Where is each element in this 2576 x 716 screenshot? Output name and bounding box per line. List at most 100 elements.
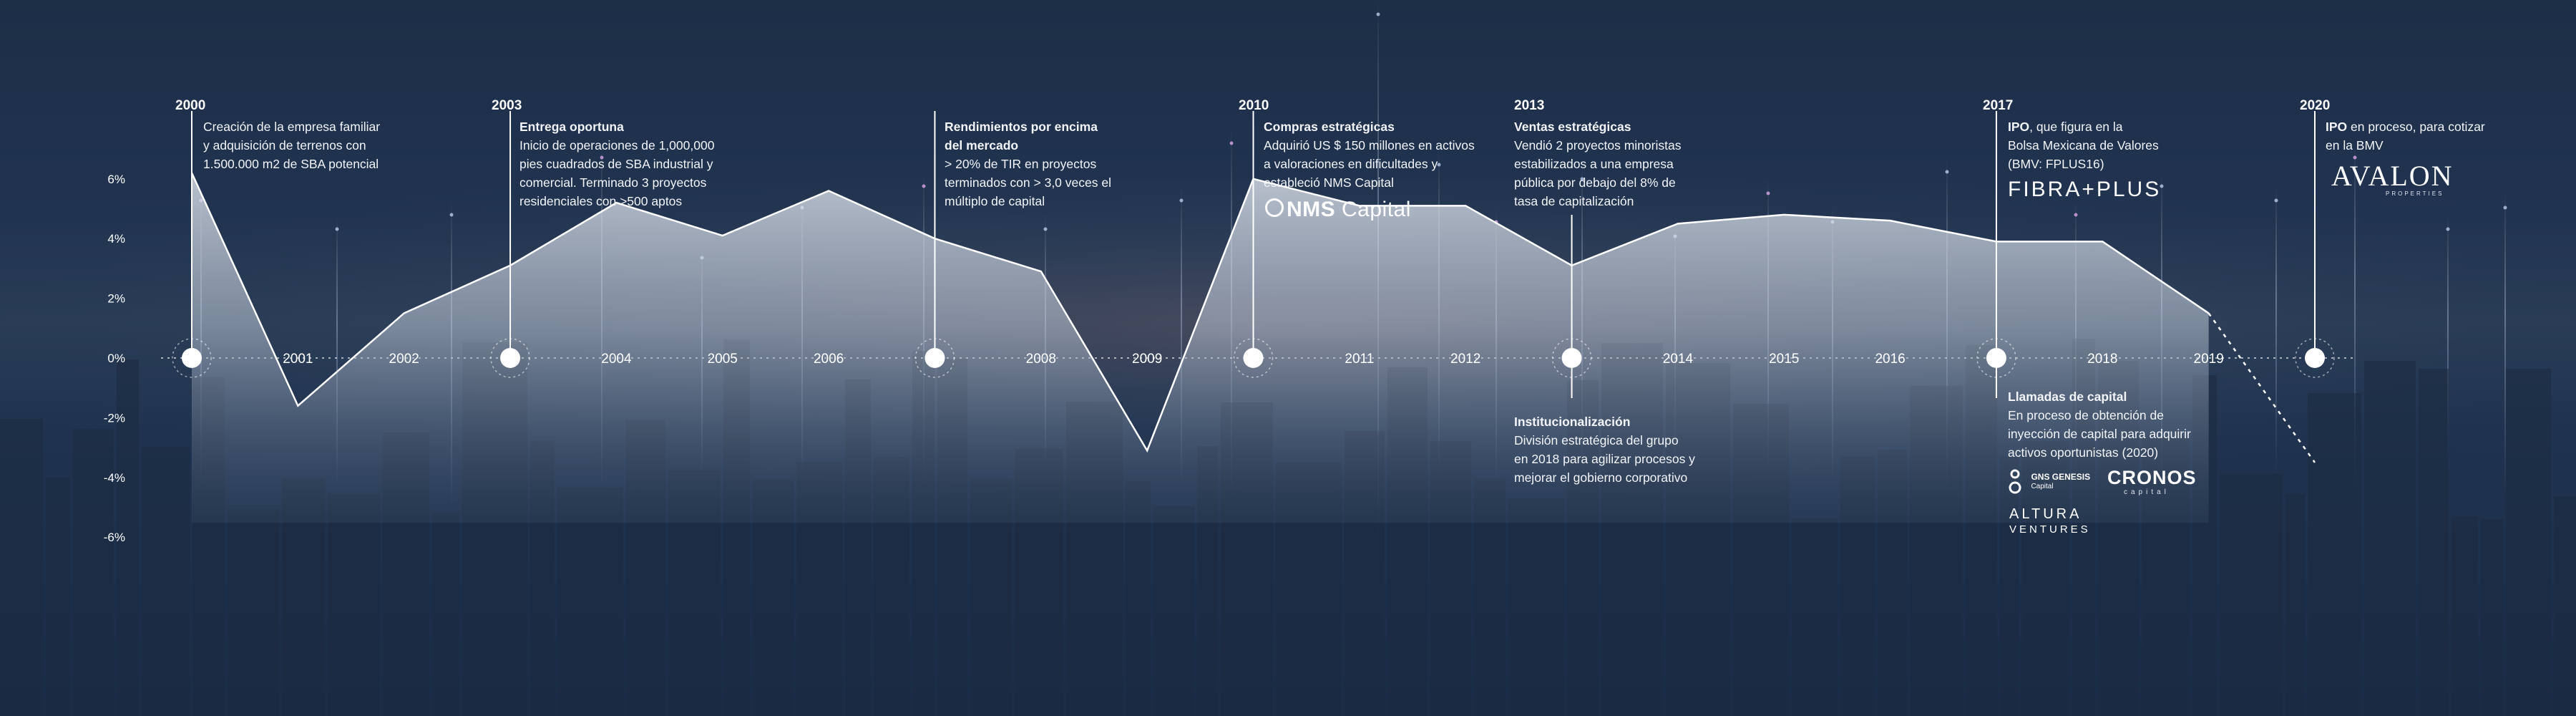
light-beam: [1181, 186, 1182, 487]
milestone-year-2020: 2020: [2300, 98, 2331, 113]
milestone-2000-text: Creación de la empresa familiar y adquis…: [203, 117, 380, 173]
milestone-year-2010: 2010: [1239, 98, 1269, 113]
milestone-dot: [500, 348, 521, 368]
light-dot: [335, 227, 339, 231]
x-tick-label: 2002: [389, 352, 419, 367]
milestone-2017-ipo-lead-rest: , que figura en la: [2029, 120, 2123, 134]
light-dot: [1229, 141, 1234, 145]
milestone-ring: [1233, 338, 1274, 378]
milestone-ring: [2295, 338, 2335, 378]
nms-logo-light: Capital: [1335, 198, 1411, 221]
light-dot: [922, 184, 926, 188]
building: [2220, 474, 2283, 716]
x-tick-label: 2019: [2194, 352, 2224, 367]
milestone-2003-heading: Entrega oportuna: [519, 120, 624, 134]
milestone-2013-sales-heading: Ventas estratégicas: [1514, 120, 1631, 134]
nms-capital-logo-mark: [1265, 198, 1284, 217]
milestone-2007-line-3: múltiplo de capital: [945, 194, 1045, 208]
milestone-year-2013: 2013: [1514, 98, 1545, 113]
milestone-2003-line-4: residenciales con >500 aptos: [519, 194, 683, 208]
gns-genesis-wordmark: GNS GENESIS Capital: [2031, 472, 2090, 492]
milestone-2003-text: Entrega oportuna Inicio de operaciones d…: [519, 117, 714, 211]
building: [2481, 519, 2503, 716]
milestone-2020-line-0: IPO en proceso, para cotizar: [2326, 117, 2485, 136]
milestone-year-2000: 2000: [175, 98, 206, 113]
altura-logo-line-1: ALTURA: [2009, 506, 2082, 522]
area-fill: [192, 173, 2209, 523]
milestone-ring: [1551, 338, 1592, 378]
x-axis-labels: 2001 2002 2004 2005 2006 2008 2009 2011 2012 2014…: [283, 352, 2224, 367]
light-dot: [1766, 191, 1770, 195]
milestone-2017-capital-line-2: inyección de capital para adquirir: [2008, 427, 2191, 441]
milestone-2007-heading-2: del mercado: [945, 138, 1019, 153]
milestone-year-2017: 2017: [1983, 98, 2014, 113]
altura-ventures-logo: ALTURA VENTURES: [2009, 506, 2091, 538]
building: [2308, 393, 2361, 716]
gns-genesis-logo: GNS GENESIS Capital: [2008, 468, 2090, 495]
x-tick-label: 2014: [1663, 352, 1694, 367]
light-dot: [2446, 227, 2450, 231]
milestone-dot: [1243, 348, 1264, 368]
gns-logo-line-1: GNS GENESIS: [2031, 472, 2091, 482]
y-tick-label: 6%: [107, 173, 125, 186]
x-tick-label: 2001: [283, 352, 313, 367]
building: [432, 513, 459, 716]
milestone-dot: [2305, 348, 2325, 368]
light-dot: [1043, 227, 1048, 231]
milestone-2013-sales-line-3: pública por debajo del 8% de: [1514, 175, 1676, 190]
light-dot: [2074, 213, 2078, 217]
milestone-2013-institutional-heading: Institucionalización: [1514, 415, 1631, 429]
y-tick-label: 0%: [107, 352, 125, 365]
milestone-dot: [1561, 348, 1582, 368]
avalon-properties-logo-sub: PROPERTIES: [2386, 190, 2444, 197]
building: [1792, 518, 1838, 716]
milestone-2000-line-1: Creación de la empresa familiar: [203, 120, 381, 134]
x-tick-label: 2011: [1345, 352, 1374, 367]
milestone-ring: [490, 338, 530, 378]
y-tick-label: -2%: [104, 411, 125, 425]
milestone-2000-line-3: 1.500.000 m2 de SBA potencial: [203, 157, 379, 171]
building: [46, 478, 70, 716]
light-beam: [2275, 186, 2277, 473]
building: [2364, 361, 2416, 716]
milestone-2007-line-1: > 20% de TIR en proyectos: [945, 157, 1097, 171]
light-dot: [1376, 12, 1380, 16]
light-dot: [1580, 177, 1584, 181]
light-dot: [2274, 198, 2278, 203]
milestone-dot: [182, 348, 202, 368]
milestone-2013-sales-text: Ventas estratégicas Vendió 2 proyectos m…: [1514, 117, 1681, 211]
milestone-2017-capital-heading: Llamadas de capital: [2008, 390, 2127, 404]
y-tick-label: -6%: [104, 531, 125, 544]
milestone-2020-lead: IPO: [2326, 120, 2348, 134]
milestone-2010-line-1: Adquirió US $ 150 millones en activos: [1264, 138, 1475, 153]
milestone-ring: [914, 338, 955, 378]
light-dot: [600, 155, 604, 160]
milestone-2017-ipo-line-1: Bolsa Mexicana de Valores: [2008, 138, 2159, 153]
x-tick-label: 2009: [1132, 352, 1162, 367]
y-tick-label: 4%: [107, 232, 125, 246]
milestone-2010-text: Compras estratégicas Adquirió US $ 150 m…: [1264, 117, 1475, 192]
light-dot: [2353, 155, 2357, 160]
milestone-2007-text: Rendimientos por encima del mercado > 20…: [945, 117, 1111, 211]
altura-logo-line-2: VENTURES: [2009, 523, 2091, 536]
building: [117, 359, 139, 716]
building: [2506, 369, 2551, 716]
milestone-2017-ipo-lead: IPO: [2008, 120, 2030, 134]
building: [73, 429, 114, 716]
milestone-2013-institutional-line-2: en 2018 para agilizar procesos y: [1514, 452, 1695, 466]
y-tick-label: -4%: [104, 471, 125, 485]
milestone-2020-lead-rest: en proceso, para cotizar: [2347, 120, 2485, 134]
milestone-2013-institutional-line-1: División estratégica del grupo: [1514, 433, 1679, 448]
y-tick-label: 2%: [107, 292, 125, 306]
cronos-capital-logo: CRONOS: [2107, 467, 2197, 488]
milestone-2010-line-3: estableció NMS Capital: [1264, 175, 1394, 190]
x-tick-label: 2004: [601, 352, 632, 367]
milestone-2003-line-2: pies cuadrados de SBA industrial y: [519, 157, 713, 171]
light-dot: [1945, 170, 1949, 174]
building: [557, 488, 623, 716]
milestone-2013-institutional-line-3: mejorar el gobierno corporativo: [1514, 470, 1688, 485]
avalon-properties-logo: AVALON: [2331, 160, 2454, 192]
light-dot: [1179, 198, 1184, 203]
milestone-2017-capital-text: Llamadas de capital En proceso de obtenc…: [2008, 387, 2191, 462]
nms-capital-logo: NMS Capital: [1265, 198, 1411, 222]
